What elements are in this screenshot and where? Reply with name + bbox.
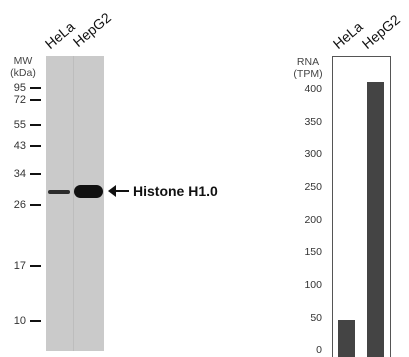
rna-ytick: 350 — [304, 116, 322, 128]
rna-ytick: 100 — [304, 279, 322, 291]
rna-axis-title: RNA (TPM) — [288, 56, 328, 80]
rna-ytick: 250 — [304, 181, 322, 193]
mw-marker-label: 17 — [13, 260, 26, 272]
rna-ytick: 150 — [304, 246, 322, 258]
mw-marker-tick — [30, 320, 41, 322]
mw-marker: 95 — [0, 82, 46, 94]
mw-marker-tick — [30, 87, 41, 89]
mw-marker-label: 72 — [13, 94, 26, 106]
mw-marker: 17 — [0, 260, 46, 272]
rna-lane-label-hela: HeLa — [329, 18, 366, 52]
mw-marker-label: 55 — [13, 119, 26, 131]
mw-marker: 26 — [0, 199, 46, 211]
rna-chart — [332, 56, 391, 357]
rna-bar-hela — [338, 320, 355, 357]
mw-marker-label: 26 — [13, 199, 26, 211]
band-hepg2 — [74, 185, 103, 198]
target-label: Histone H1.0 — [133, 183, 218, 199]
rna-bar-hepg2 — [367, 81, 384, 357]
rna-ytick: 200 — [304, 214, 322, 226]
rna-unit: (TPM) — [293, 68, 323, 80]
rna-lane-label-hepg2: HepG2 — [358, 11, 403, 52]
lane-divider — [73, 56, 74, 351]
mw-marker-label: 34 — [13, 168, 26, 180]
mw-marker: 55 — [0, 119, 46, 131]
mw-label: MW — [13, 55, 33, 67]
blot-membrane — [46, 56, 104, 351]
band-hela — [48, 190, 70, 194]
rna-ytick: 300 — [304, 148, 322, 160]
target-annotation: Histone H1.0 — [108, 183, 218, 199]
mw-marker: 43 — [0, 140, 46, 152]
rna-title: RNA — [296, 56, 320, 68]
mw-marker-label: 95 — [13, 82, 26, 94]
arrow-shaft — [116, 190, 129, 192]
rna-ytick: 400 — [304, 83, 322, 95]
rna-ytick: 0 — [316, 344, 322, 356]
mw-marker-tick — [30, 204, 41, 206]
mw-marker-label: 43 — [13, 140, 26, 152]
mw-marker: 10 — [0, 315, 46, 327]
rna-ytick: 50 — [310, 312, 322, 324]
mw-marker: 34 — [0, 168, 46, 180]
mw-marker-tick — [30, 99, 41, 101]
mw-header: MW (kDa) — [6, 55, 40, 79]
mw-marker: 72 — [0, 94, 46, 106]
mw-marker-tick — [30, 124, 41, 126]
mw-marker-tick — [30, 145, 41, 147]
mw-marker-tick — [30, 173, 41, 175]
mw-marker-tick — [30, 265, 41, 267]
mw-unit: (kDa) — [10, 67, 36, 79]
mw-marker-label: 10 — [13, 315, 26, 327]
arrow-left-icon — [108, 185, 116, 197]
